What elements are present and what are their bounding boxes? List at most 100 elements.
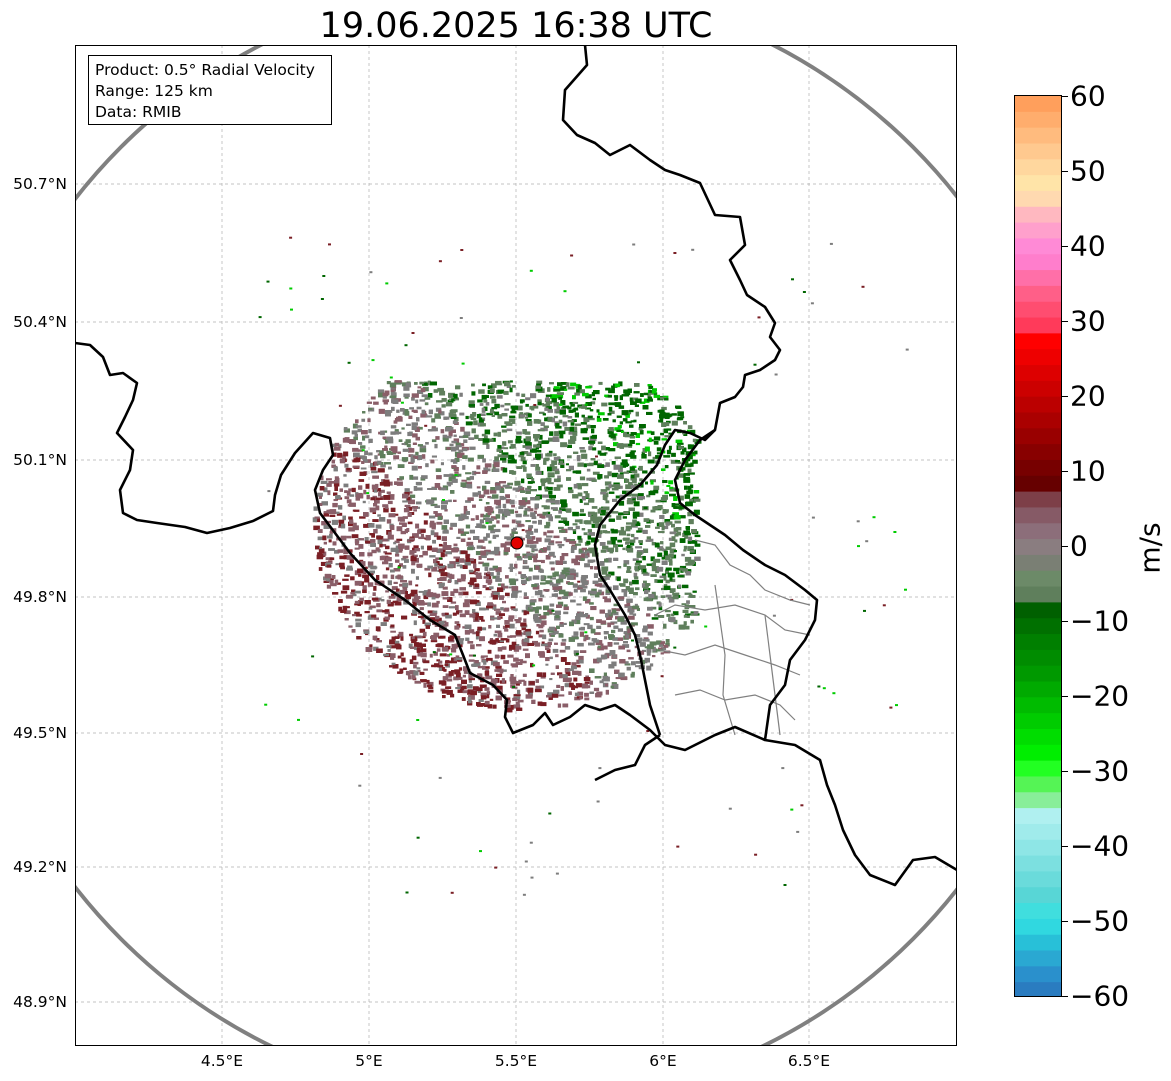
echo-pixel (397, 566, 401, 569)
radar-map-canvas (75, 45, 957, 1046)
echo-pixel (471, 428, 476, 434)
echo-pixel (388, 563, 393, 568)
echo-pixel (670, 548, 676, 553)
echo-pixel (442, 434, 448, 440)
echo-pixel (339, 458, 346, 464)
echo-pixel (642, 556, 646, 561)
echo-pixel (535, 559, 542, 563)
echo-pixel (503, 549, 509, 555)
echo-pixel (655, 499, 661, 503)
echo-pixel (383, 551, 388, 554)
echo-pixel (604, 558, 609, 563)
echo-pixel (592, 447, 597, 451)
echo-pixel (453, 556, 460, 559)
echo-pixel (427, 602, 431, 607)
echo-pixel (555, 425, 562, 429)
echo-pixel (621, 459, 628, 463)
echo-pixel (418, 590, 425, 593)
echo-pixel (572, 583, 578, 588)
echo-pixel (521, 529, 525, 532)
echo-pixel (357, 602, 361, 606)
echo-pixel (446, 427, 453, 431)
echo-pixel (550, 394, 557, 399)
echo-pixel (441, 689, 449, 694)
echo-pixel (603, 576, 610, 580)
echo-pixel (358, 479, 365, 482)
echo-pixel (515, 701, 520, 705)
echo-pixel (492, 604, 497, 607)
echo-pixel (533, 613, 539, 617)
echo-pixel (353, 522, 357, 526)
echo-pixel (653, 436, 661, 441)
echo-pixel (548, 638, 554, 642)
echo-pixel (468, 654, 475, 657)
echo-pixel (413, 486, 418, 491)
echo-pixel (662, 509, 667, 514)
echo-pixel (352, 465, 360, 468)
echo-pixel (405, 382, 411, 387)
echo-pixel (418, 426, 423, 430)
echo-pixel (379, 482, 386, 486)
echo-pixel (491, 398, 497, 404)
echo-pixel (607, 609, 611, 615)
echo-pixel (553, 689, 560, 694)
echo-pixel (485, 579, 493, 584)
echo-pixel (658, 602, 662, 608)
echo-pixel (639, 565, 646, 569)
echo-pixel (631, 579, 639, 585)
echo-pixel (587, 511, 595, 516)
echo-pixel (552, 630, 559, 635)
echo-pixel (811, 516, 815, 519)
echo-pixel (633, 592, 638, 596)
colorbar-band (1015, 887, 1061, 904)
echo-pixel (572, 408, 576, 413)
echo-pixel (561, 553, 569, 557)
echo-pixel (409, 474, 414, 480)
echo-pixel (436, 400, 443, 403)
echo-pixel (642, 405, 649, 410)
echo-pixel (612, 419, 616, 423)
echo-pixel (671, 613, 675, 617)
echo-pixel (542, 672, 547, 678)
echo-pixel (388, 595, 396, 599)
echo-pixel (367, 561, 374, 566)
echo-pixel (409, 537, 415, 541)
echo-pixel (477, 689, 482, 693)
echo-pixel (625, 529, 631, 532)
echo-pixel (497, 632, 503, 638)
echo-pixel (528, 576, 532, 581)
echo-pixel (490, 408, 494, 414)
echo-pixel (684, 613, 691, 616)
echo-pixel (396, 644, 402, 650)
echo-pixel (415, 576, 419, 580)
echo-pixel (379, 450, 384, 456)
echo-pixel (663, 428, 668, 434)
colorbar-band (1015, 713, 1061, 730)
echo-pixel (664, 398, 669, 401)
colorbar-tick-mark (1062, 396, 1068, 397)
echo-pixel (355, 622, 361, 628)
echo-pixel (583, 555, 589, 559)
echo-pixel (445, 402, 453, 407)
echo-pixel (673, 496, 678, 501)
echo-pixel (535, 386, 543, 392)
echo-pixel (468, 678, 475, 681)
echo-pixel (552, 572, 556, 578)
echo-pixel (583, 502, 590, 506)
echo-pixel (579, 498, 583, 503)
echo-pixel (368, 523, 375, 528)
echo-pixel (597, 474, 603, 479)
echo-pixel (540, 427, 544, 430)
echo-pixel (622, 418, 628, 422)
echo-pixel (390, 653, 396, 658)
echo-pixel (397, 655, 402, 659)
echo-pixel (547, 530, 554, 534)
echo-pixel (515, 438, 521, 444)
echo-pixel (567, 526, 573, 531)
echo-pixel (527, 642, 534, 646)
echo-pixel (478, 555, 482, 560)
echo-pixel (510, 674, 514, 678)
radar-map[interactable] (75, 45, 957, 1046)
echo-pixel (429, 522, 436, 528)
echo-pixel (584, 692, 589, 697)
